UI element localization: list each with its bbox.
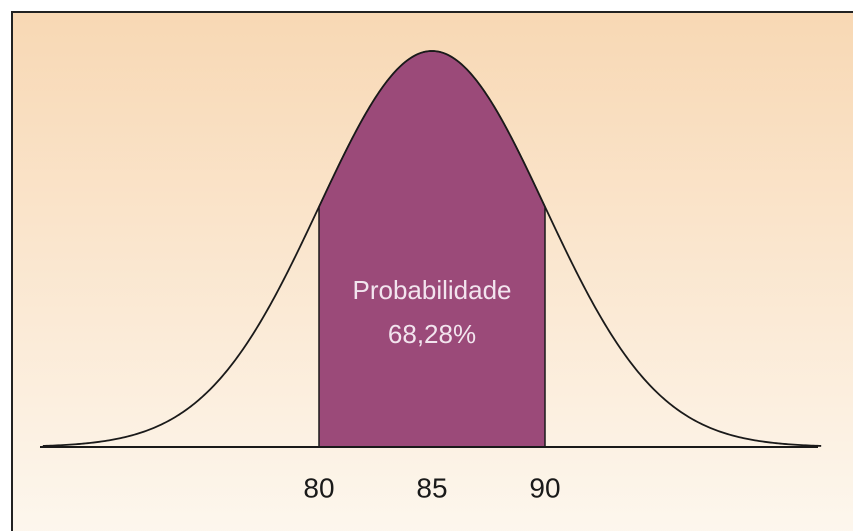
x-tick-label: 90 [529,472,560,503]
curve [42,50,822,447]
x-tick-label: 80 [303,472,334,503]
x-tick-label: 85 [416,472,447,503]
annotation: Probabilidade [352,275,511,305]
annotation: 68,28% [388,319,476,349]
